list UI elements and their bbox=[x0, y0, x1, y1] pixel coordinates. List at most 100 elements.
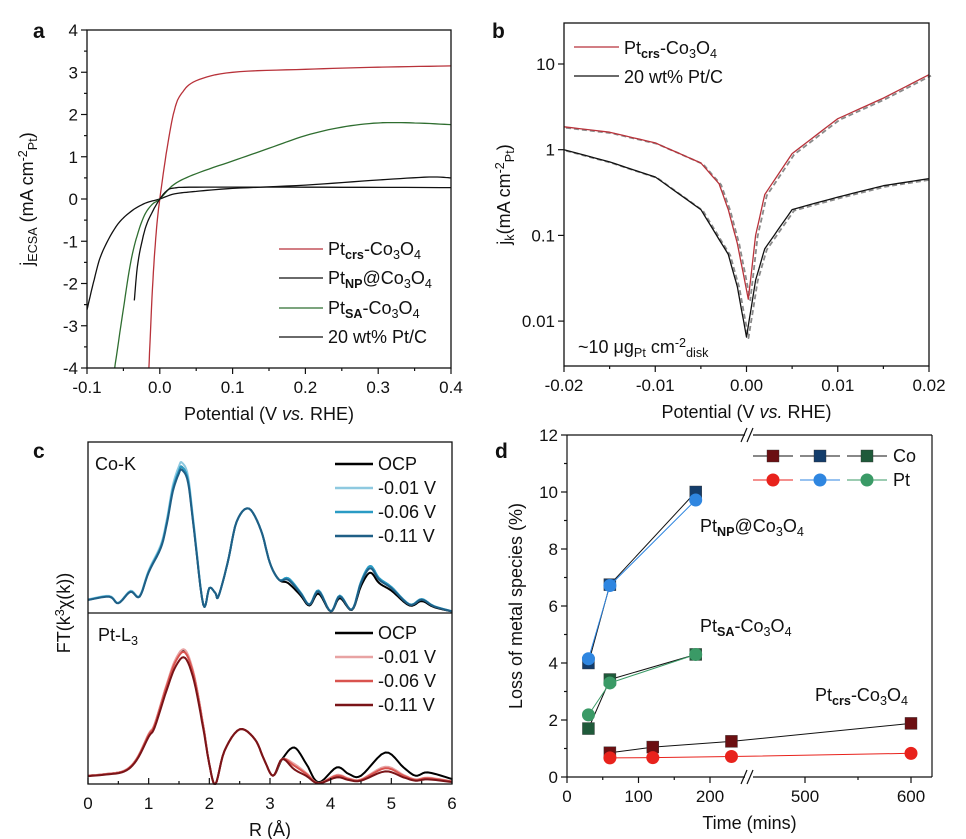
y-axis-label-a-part: Pt bbox=[26, 138, 40, 150]
y-axis-label-c: FT(k3χ(k)) bbox=[53, 573, 74, 653]
x-tick-label-c: 2 bbox=[205, 794, 214, 813]
series-line-a-0 bbox=[148, 65, 452, 369]
y-axis-label-a-part: ECSA bbox=[26, 227, 40, 262]
sample-annotation-d-part: Pt bbox=[815, 685, 832, 705]
circle-marker-d bbox=[904, 746, 918, 760]
y-tick-label-a: 1 bbox=[69, 148, 78, 167]
x-tick-label-c: 5 bbox=[387, 794, 396, 813]
y-axis-label-a-part: ) bbox=[17, 132, 37, 138]
sample-annotation-d-part: -Co bbox=[735, 616, 764, 636]
x-axis-label-d-part: Time (mins) bbox=[702, 813, 796, 833]
x-tick-label-a: 0.4 bbox=[439, 378, 463, 397]
sample-annotation-d-part: 4 bbox=[785, 625, 792, 639]
legend-label-b-part: 3 bbox=[689, 47, 696, 61]
y-axis-label-a-part: j bbox=[17, 262, 37, 267]
circle-marker-d bbox=[581, 652, 595, 666]
loading-annotation-b: ~10 μgPt cm-2disk bbox=[578, 336, 709, 360]
y-tick-label-a: -4 bbox=[63, 359, 78, 378]
y-tick-label-d: 6 bbox=[549, 597, 558, 616]
y-tick-label-a: -2 bbox=[63, 275, 78, 294]
subpanel-title-c-part: Co-K bbox=[95, 454, 136, 474]
series-line-c-1-1 bbox=[87, 648, 453, 785]
legend-label-a-part: -Co bbox=[363, 298, 392, 318]
legend-label-a-part: 4 bbox=[425, 277, 432, 291]
legend-marker-d bbox=[813, 449, 827, 463]
y-tick-label-b: 10 bbox=[536, 55, 555, 74]
y-tick-label-b: 0.01 bbox=[522, 312, 555, 331]
circle-marker-d bbox=[603, 578, 617, 592]
legend-label-a: Ptcrs-Co3O4 bbox=[328, 239, 421, 262]
y-axis-label-b-part: k bbox=[503, 234, 517, 241]
legend-label-b: Ptcrs-Co3O4 bbox=[624, 38, 717, 61]
square-marker-d bbox=[725, 735, 738, 748]
x-axis-label-b-part: Potential (V bbox=[661, 402, 759, 422]
legend-marker-d bbox=[766, 473, 780, 487]
legend-label-b: 20 wt% Pt/C bbox=[624, 67, 723, 87]
x-tick-label-c: 0 bbox=[83, 794, 92, 813]
legend-label-b-part: crs bbox=[641, 47, 660, 61]
legend-label-a-part: O bbox=[400, 239, 414, 259]
loading-annotation-b-part: disk bbox=[686, 346, 709, 360]
y-tick-label-d: 0 bbox=[549, 768, 558, 787]
y-axis-label-b-part: -2 bbox=[493, 162, 507, 173]
legend-label-a: PtNP@Co3O4 bbox=[328, 268, 432, 291]
axis-break-mark-d bbox=[740, 427, 748, 443]
y-axis-label-b-part: (mA cm bbox=[494, 173, 514, 234]
axis-break-mark-d bbox=[746, 427, 754, 443]
loading-annotation-b-part: -2 bbox=[675, 336, 686, 350]
y-axis-label-b-part: ) bbox=[494, 144, 514, 150]
y-tick-label-a: -3 bbox=[63, 317, 78, 336]
circle-marker-d bbox=[581, 708, 595, 722]
legend-label-b-part: O bbox=[696, 38, 710, 58]
legend-label-b-part: 20 wt% Pt/C bbox=[624, 67, 723, 87]
x-tick-label-d: 200 bbox=[696, 787, 724, 806]
loading-annotation-b-part: cm bbox=[646, 337, 675, 357]
sample-annotation-d-part: O bbox=[771, 616, 785, 636]
x-tick-label-a: 0.2 bbox=[294, 378, 318, 397]
x-tick-label-c: 6 bbox=[447, 794, 456, 813]
legend-label-a-part: O bbox=[399, 298, 413, 318]
x-tick-label-a: 0.3 bbox=[366, 378, 390, 397]
legend-marker-d bbox=[813, 473, 827, 487]
y-axis-label-d-part: Loss of metal species (%) bbox=[506, 503, 526, 709]
x-axis-label-c-part: R (Å) bbox=[249, 820, 291, 839]
legend-label-a-part: 4 bbox=[414, 248, 421, 262]
subpanel-title-c: Pt-L3 bbox=[98, 625, 138, 648]
y-tick-label-a: 3 bbox=[69, 63, 78, 82]
legend-label-a-part: Pt bbox=[328, 268, 345, 288]
y-axis-label-b: jk(mA cm-2Pt) bbox=[493, 144, 517, 245]
x-tick-label-b: 0.01 bbox=[821, 376, 854, 395]
x-tick-label-a: 0.0 bbox=[148, 378, 172, 397]
circle-marker-d bbox=[603, 676, 617, 690]
legend-label-a: PtSA-Co3O4 bbox=[328, 298, 420, 321]
y-axis-label-a-part: -2 bbox=[16, 150, 30, 161]
x-tick-label-b: 0.02 bbox=[912, 376, 945, 395]
square-marker-d bbox=[582, 722, 595, 735]
panel-label-d: d bbox=[495, 440, 508, 463]
legend-label-c: -0.06 V bbox=[378, 502, 436, 522]
y-tick-label-d: 8 bbox=[549, 540, 558, 559]
y-axis-label-a: jECSA (mA cm-2Pt) bbox=[16, 132, 40, 266]
circle-marker-d bbox=[724, 749, 738, 763]
y-tick-label-b: 0.1 bbox=[531, 226, 555, 245]
legend-label-b-part: 4 bbox=[710, 47, 717, 61]
legend-label-c: -0.11 V bbox=[378, 695, 435, 715]
y-tick-label-a: -1 bbox=[63, 232, 78, 251]
square-marker-d bbox=[904, 717, 918, 730]
legend-marker-d bbox=[766, 449, 780, 463]
y-tick-label-d: 12 bbox=[539, 426, 558, 445]
legend-label-d: Co bbox=[893, 446, 916, 466]
series-line-d-2-1 bbox=[609, 752, 912, 759]
series-line-c-0-3 bbox=[87, 468, 453, 613]
y-tick-label-b: 1 bbox=[546, 141, 555, 160]
y-tick-label-a: 4 bbox=[69, 21, 78, 40]
x-tick-label-a: 0.1 bbox=[221, 378, 245, 397]
legend-label-c: -0.01 V bbox=[378, 478, 436, 498]
x-tick-label-c: 4 bbox=[326, 794, 335, 813]
legend-label-a-part: O bbox=[411, 268, 425, 288]
y-tick-label-d: 2 bbox=[549, 711, 558, 730]
x-tick-label-c: 1 bbox=[144, 794, 153, 813]
series-line-c-1-3 bbox=[87, 656, 453, 785]
y-axis-label-b-part: j bbox=[494, 241, 514, 246]
